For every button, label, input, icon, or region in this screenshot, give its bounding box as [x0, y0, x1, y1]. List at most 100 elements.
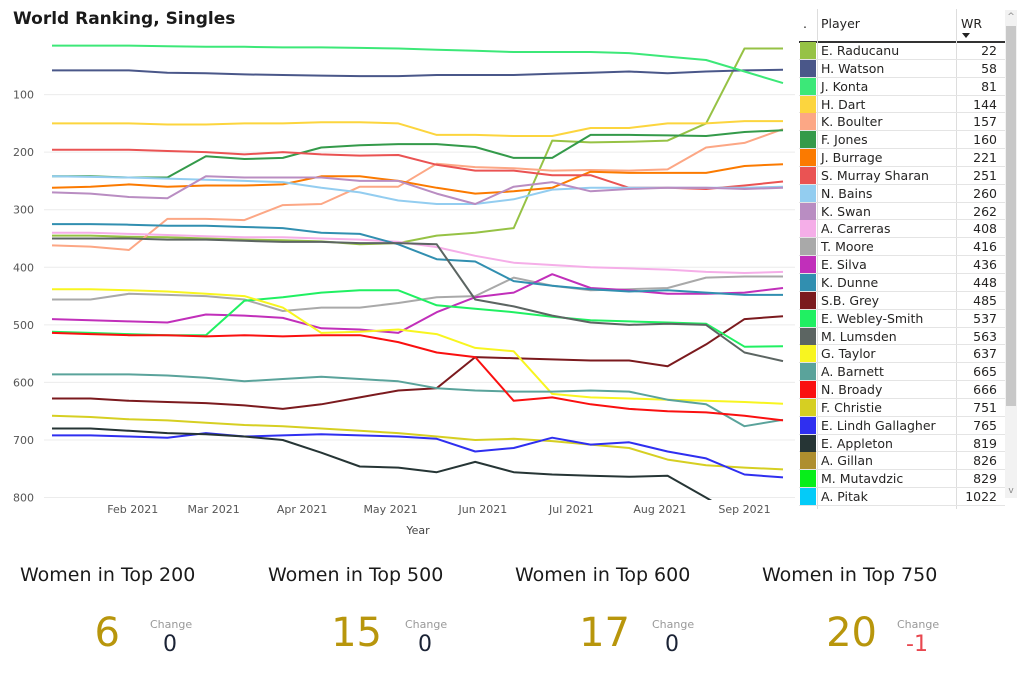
- series-line-e-raducanu[interactable]: [52, 47, 783, 246]
- player-name: H. Watson: [821, 60, 885, 76]
- world-ranking: 157: [973, 114, 997, 130]
- series-line-s-murray-sharan[interactable]: [52, 148, 784, 190]
- table-row[interactable]: M. Mutavdzic 829: [799, 470, 1005, 489]
- world-ranking: 58: [981, 60, 997, 76]
- player-name: G. Taylor: [821, 346, 876, 362]
- scroll-down-icon[interactable]: v: [1008, 486, 1014, 496]
- table-row[interactable]: E. Lindh Gallagher 765: [799, 416, 1005, 435]
- kpi-title: Women in Top 750: [762, 564, 938, 586]
- table-row[interactable]: F. Jones 160: [799, 131, 1005, 150]
- player-name: A. Gillan: [821, 453, 873, 469]
- header-player[interactable]: Player: [821, 16, 860, 31]
- scroll-up-icon[interactable]: ^: [1007, 12, 1015, 22]
- table-header: . Player WR: [799, 9, 1005, 43]
- series-line-e-lindh-gallagher[interactable]: [52, 432, 784, 479]
- kpi-value: 20: [826, 610, 877, 656]
- series-line-j-konta[interactable]: [52, 44, 784, 85]
- table-row[interactable]: M. Lumsden 563: [799, 327, 1005, 346]
- table-row[interactable]: F. Christie 751: [799, 398, 1005, 417]
- series-line-g-taylor[interactable]: [52, 288, 784, 405]
- table-row[interactable]: E. Raducanu 22: [799, 42, 1005, 60]
- series-line-e-webley-smith[interactable]: [51, 289, 784, 348]
- table-row[interactable]: K. Swan 262: [799, 202, 1005, 221]
- world-ranking: 826: [973, 453, 997, 469]
- world-ranking: 751: [973, 399, 997, 415]
- kpi-change-label: Change: [652, 618, 695, 631]
- kpi-value: 6: [94, 610, 120, 656]
- y-tick-label: 200: [13, 146, 34, 159]
- table-body: E. Raducanu 22 H. Watson 58 J. Konta 81 H. Dar…: [799, 42, 1005, 506]
- world-ranking: 829: [973, 471, 997, 487]
- world-ranking: 537: [973, 310, 997, 326]
- series-line-h-dart[interactable]: [52, 120, 783, 137]
- player-name: E. Appleton: [821, 435, 893, 451]
- series-line-k-boulter[interactable]: [51, 128, 784, 251]
- kpi-change-value: 0: [418, 632, 432, 657]
- series-line-j-burrage[interactable]: [51, 163, 784, 195]
- y-tick-label: 400: [13, 261, 34, 274]
- table-row[interactable]: A. Pitak 1022: [799, 488, 1005, 506]
- series-line-e-appleton[interactable]: [52, 427, 783, 544]
- series-line-n-bains[interactable]: [51, 175, 784, 205]
- table-row[interactable]: E. Silva 436: [799, 256, 1005, 274]
- x-tick-label: May 2021: [363, 503, 417, 516]
- kpi-value: 15: [331, 610, 382, 656]
- kpi-card-top-600: Women in Top 600 17 Change 0: [495, 560, 745, 670]
- world-ranking: 81: [981, 78, 997, 94]
- series-line-m-lumsden[interactable]: [52, 237, 784, 363]
- series-line-f-jones[interactable]: [52, 129, 784, 179]
- x-tick-label: Feb 2021: [107, 503, 158, 516]
- series-line-n-broady[interactable]: [51, 331, 784, 422]
- series-line-e-silva[interactable]: [51, 273, 784, 334]
- table-row[interactable]: A. Gillan 826: [799, 452, 1005, 471]
- kpi-change-label: Change: [150, 618, 193, 631]
- color-swatch: [800, 309, 816, 327]
- kpi-title: Women in Top 500: [268, 564, 444, 586]
- table-row[interactable]: E. Webley-Smith 537: [799, 309, 1005, 328]
- series-line-f-christie[interactable]: [51, 414, 784, 471]
- table-row[interactable]: E. Appleton 819: [799, 434, 1005, 453]
- color-swatch: [800, 131, 816, 149]
- table-row[interactable]: N. Bains 260: [799, 184, 1005, 203]
- kpi-change-label: Change: [405, 618, 448, 631]
- table-row[interactable]: H. Dart 144: [799, 95, 1005, 114]
- table-row[interactable]: A. Barnett 665: [799, 363, 1005, 382]
- table-row[interactable]: T. Moore 416: [799, 238, 1005, 257]
- table-scrollbar[interactable]: ^ v: [1005, 10, 1017, 498]
- color-swatch: [800, 470, 816, 488]
- series-line-t-moore[interactable]: [52, 275, 783, 312]
- scroll-thumb[interactable]: [1006, 26, 1016, 406]
- y-tick-label: 800: [13, 492, 34, 505]
- table-row[interactable]: S.B. Grey 485: [799, 291, 1005, 310]
- table-row[interactable]: J. Burrage 221: [799, 149, 1005, 167]
- world-ranking: 160: [973, 132, 997, 148]
- series-line-a-barnett[interactable]: [52, 373, 784, 428]
- world-ranking: 819: [973, 435, 997, 451]
- column-divider: [956, 9, 957, 509]
- table-row[interactable]: N. Broady 666: [799, 381, 1005, 399]
- color-swatch: [800, 381, 816, 399]
- color-swatch: [800, 434, 816, 452]
- series-line-s-b-grey[interactable]: [52, 315, 784, 410]
- table-row[interactable]: K. Dunne 448: [799, 273, 1005, 292]
- world-ranking: 251: [973, 167, 997, 183]
- chart-title: World Ranking, Singles: [13, 9, 236, 29]
- y-tick-label: 600: [13, 376, 34, 389]
- table-row[interactable]: H. Watson 58: [799, 59, 1005, 78]
- kpi-change-value: -1: [906, 632, 928, 657]
- world-ranking: 1022: [965, 489, 997, 505]
- player-ranking-table[interactable]: . Player WR E. Raducanu 22 H. Watson 58 J. K…: [799, 9, 1005, 509]
- series-line-h-watson[interactable]: [52, 68, 784, 78]
- table-row[interactable]: J. Konta 81: [799, 77, 1005, 96]
- header-wr[interactable]: WR: [961, 16, 983, 31]
- table-row[interactable]: S. Murray Sharan 251: [799, 166, 1005, 185]
- series-line-k-dunne[interactable]: [52, 223, 783, 296]
- world-ranking: 22: [981, 43, 997, 58]
- sort-descending-icon[interactable]: [962, 33, 970, 38]
- table-row[interactable]: K. Boulter 157: [799, 113, 1005, 132]
- table-row[interactable]: G. Taylor 637: [799, 345, 1005, 364]
- table-row[interactable]: A. Carreras 408: [799, 220, 1005, 239]
- player-name: S.B. Grey: [821, 292, 880, 308]
- player-name: E. Webley-Smith: [821, 310, 924, 326]
- series-line-k-swan[interactable]: [51, 175, 784, 205]
